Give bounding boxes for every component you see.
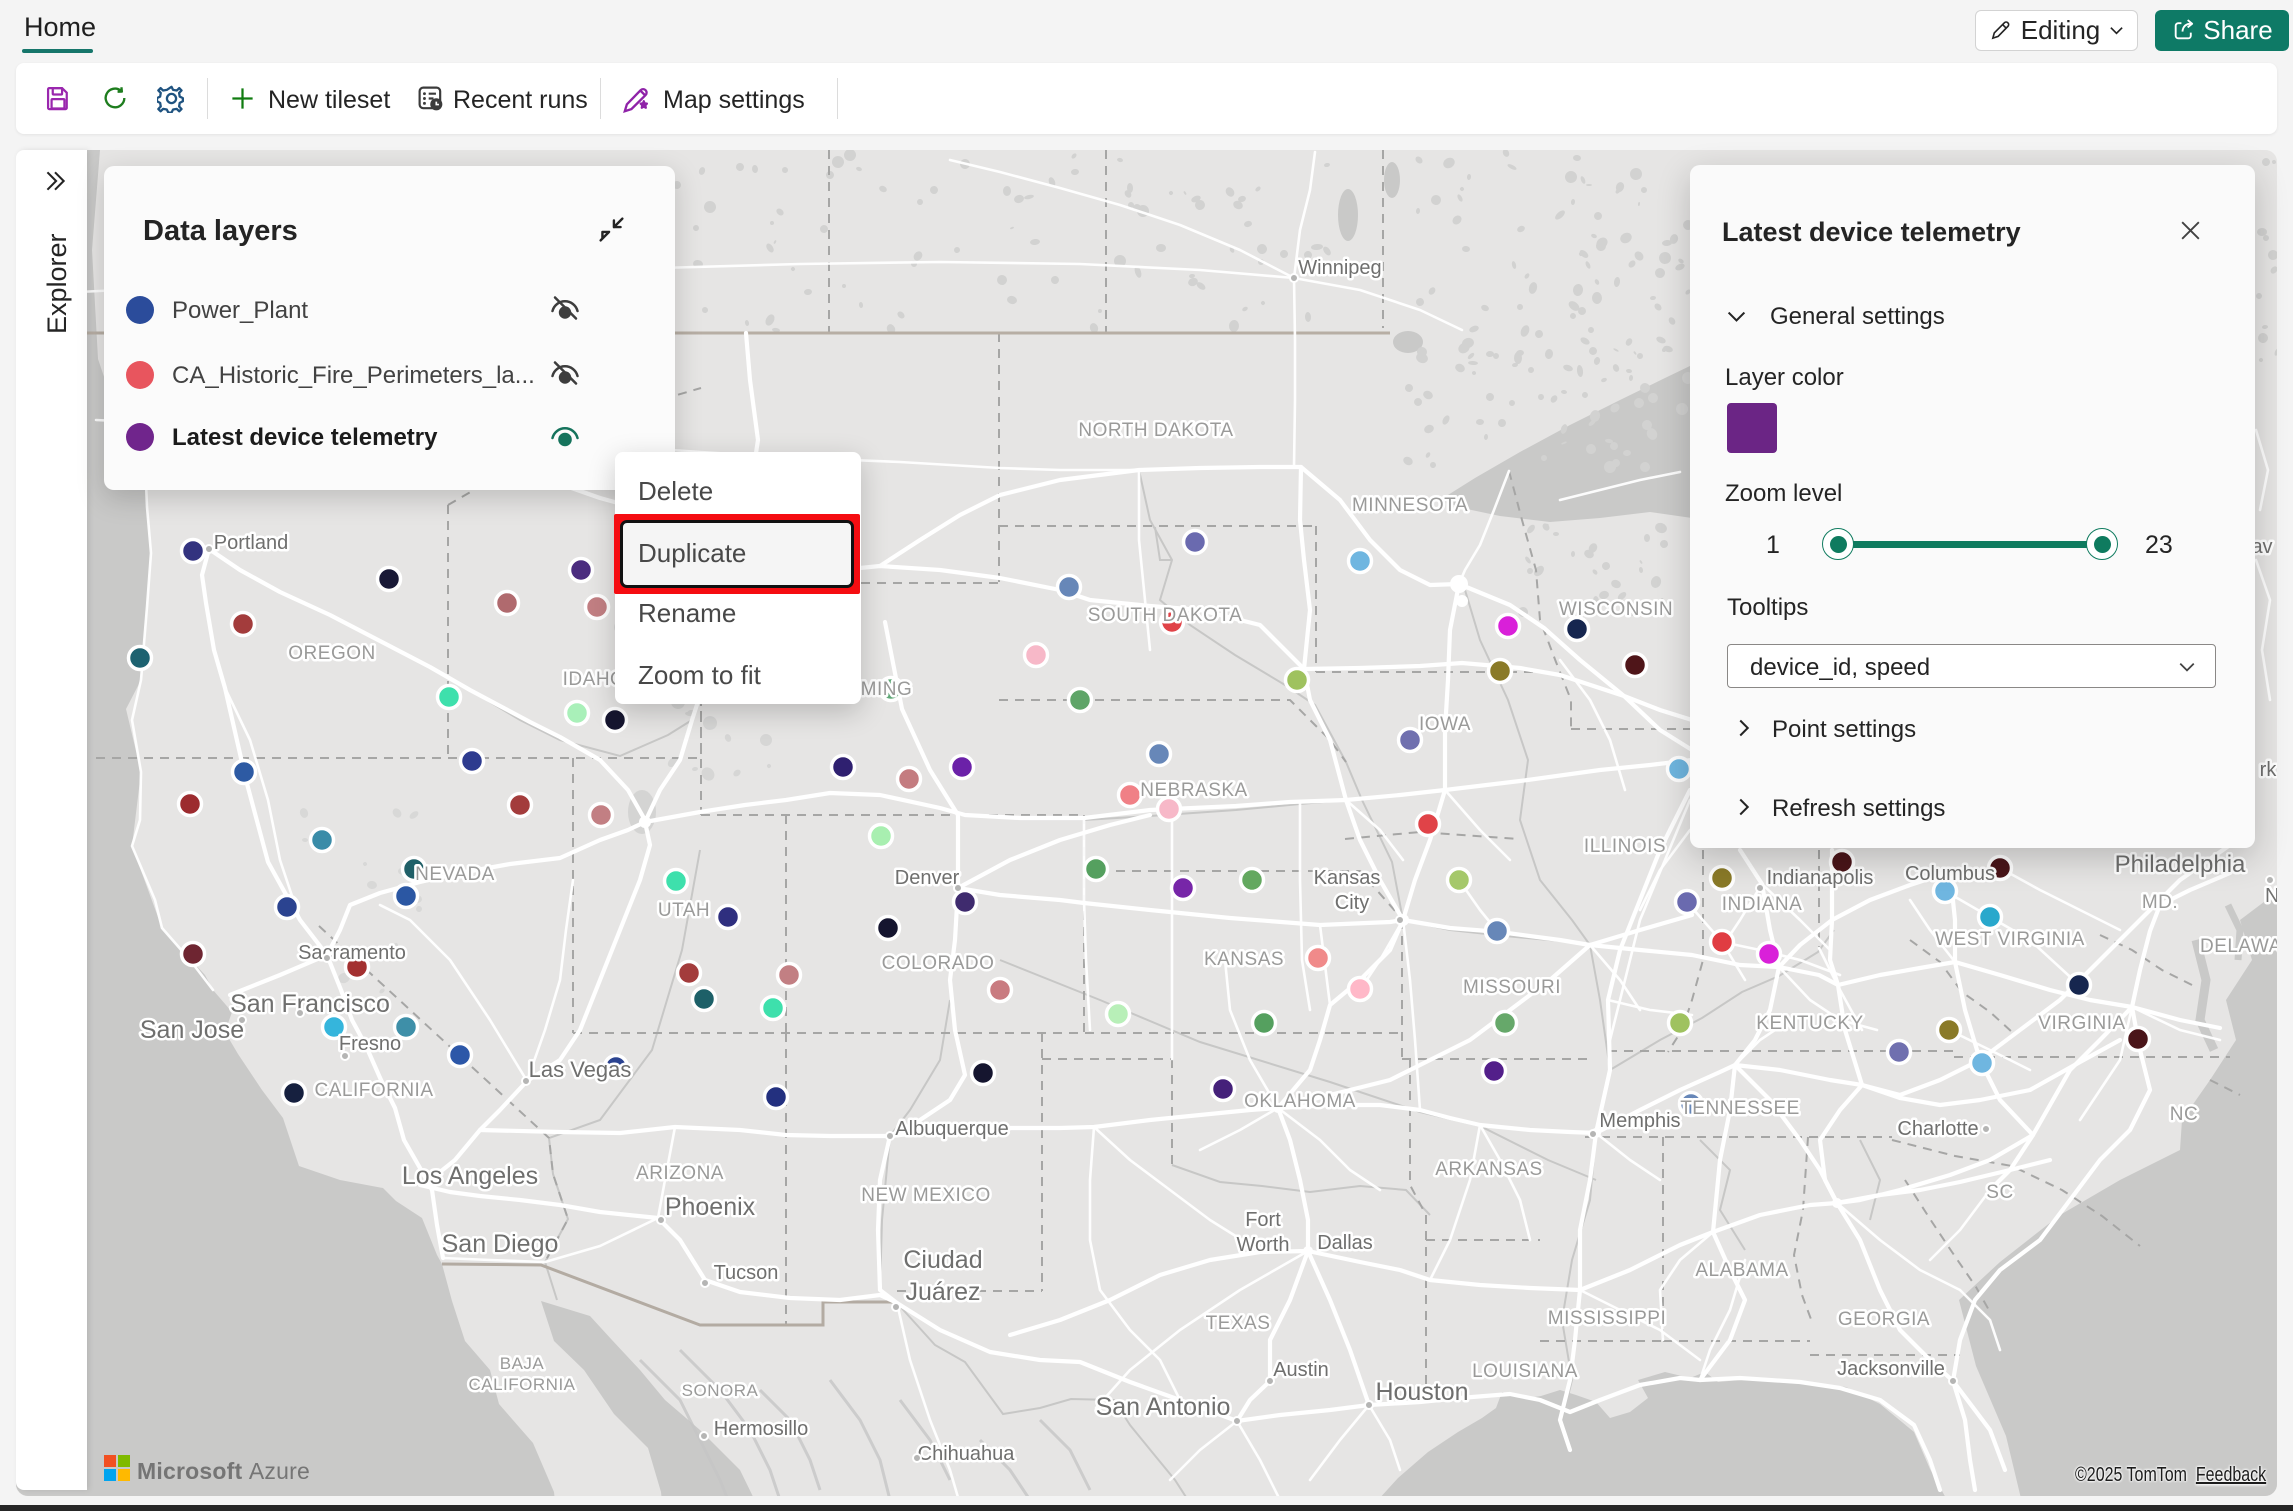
- svg-text:Winnipeg: Winnipeg: [1298, 257, 1381, 279]
- svg-text:Philadelphia: Philadelphia: [2115, 851, 2246, 878]
- svg-text:San Diego: San Diego: [442, 1230, 559, 1258]
- svg-text:NEVADA: NEVADA: [415, 864, 495, 885]
- svg-text:TEXAS: TEXAS: [1206, 1313, 1271, 1334]
- svg-text:ARIZONA: ARIZONA: [636, 1163, 724, 1184]
- svg-text:Las Vegas: Las Vegas: [529, 1057, 632, 1082]
- svg-text:Austin: Austin: [1273, 1359, 1329, 1381]
- svg-text:Houston: Houston: [1375, 1378, 1468, 1406]
- svg-text:San Jose: San Jose: [140, 1016, 244, 1044]
- svg-text:Denver: Denver: [895, 867, 960, 889]
- svg-text:Worth: Worth: [1237, 1234, 1290, 1256]
- svg-text:Indianapolis: Indianapolis: [1767, 867, 1874, 889]
- svg-text:Phoenix: Phoenix: [665, 1193, 756, 1221]
- svg-text:TENNESSEE: TENNESSEE: [1680, 1098, 1800, 1119]
- svg-text:INDIANA: INDIANA: [1722, 894, 1803, 915]
- svg-text:CALIFORNIA: CALIFORNIA: [468, 1375, 575, 1394]
- svg-text:IOWA: IOWA: [1419, 714, 1471, 735]
- svg-text:Charlotte: Charlotte: [1897, 1118, 1978, 1140]
- svg-text:DELAWAR: DELAWAR: [2200, 936, 2277, 957]
- svg-text:SOUTH DAKOTA: SOUTH DAKOTA: [1088, 605, 1243, 626]
- svg-text:Fresno: Fresno: [339, 1033, 401, 1055]
- svg-text:Memphis: Memphis: [1599, 1110, 1680, 1132]
- svg-text:NC: NC: [2170, 1104, 2198, 1125]
- svg-text:UTAH: UTAH: [658, 900, 710, 921]
- svg-text:Albuquerque: Albuquerque: [895, 1118, 1008, 1140]
- svg-text:OREGON: OREGON: [288, 643, 375, 664]
- svg-text:Tucson: Tucson: [714, 1262, 779, 1284]
- svg-text:Columbus: Columbus: [1905, 863, 1995, 885]
- svg-text:ARKANSAS: ARKANSAS: [1435, 1159, 1542, 1180]
- svg-text:BAJA: BAJA: [500, 1354, 545, 1373]
- svg-text:MINNESOTA: MINNESOTA: [1352, 495, 1468, 516]
- svg-text:ALABAMA: ALABAMA: [1695, 1260, 1788, 1281]
- svg-text:Juárez: Juárez: [905, 1278, 980, 1306]
- svg-text:COLORADO: COLORADO: [882, 953, 995, 974]
- svg-text:rk: rk: [2260, 759, 2277, 781]
- svg-text:Ciudad: Ciudad: [903, 1246, 982, 1274]
- svg-text:VIRGINIA: VIRGINIA: [2038, 1013, 2125, 1034]
- svg-text:WISCONSIN: WISCONSIN: [1559, 599, 1673, 620]
- svg-text:Sacramento: Sacramento: [298, 942, 406, 964]
- svg-text:SONORA: SONORA: [682, 1381, 759, 1400]
- svg-text:OKLAHOMA: OKLAHOMA: [1244, 1091, 1356, 1112]
- svg-text:CALIFORNIA: CALIFORNIA: [314, 1080, 433, 1101]
- svg-text:N.J: N.J: [2265, 885, 2277, 907]
- svg-text:Dallas: Dallas: [1317, 1232, 1373, 1254]
- svg-text:Chihuahua: Chihuahua: [918, 1443, 1016, 1465]
- svg-text:KENTUCKY: KENTUCKY: [1756, 1013, 1863, 1034]
- svg-text:ILLINOIS: ILLINOIS: [1584, 836, 1666, 857]
- svg-text:MISSISSIPPI: MISSISSIPPI: [1548, 1308, 1666, 1329]
- svg-text:MD.: MD.: [2142, 892, 2178, 913]
- svg-text:SC: SC: [1986, 1182, 2013, 1203]
- svg-text:MISSOURI: MISSOURI: [1463, 977, 1561, 998]
- svg-text:Fort: Fort: [1245, 1209, 1281, 1231]
- svg-text:WEST VIRGINIA: WEST VIRGINIA: [1935, 929, 2085, 950]
- svg-text:GEORGIA: GEORGIA: [1838, 1309, 1930, 1330]
- svg-text:KANSAS: KANSAS: [1204, 949, 1284, 970]
- svg-text:NEBRASKA: NEBRASKA: [1140, 780, 1247, 801]
- svg-text:Portland: Portland: [214, 532, 289, 554]
- svg-text:Jacksonville: Jacksonville: [1837, 1358, 1945, 1380]
- svg-text:Kansas: Kansas: [1314, 867, 1381, 889]
- svg-text:NEW MEXICO: NEW MEXICO: [861, 1185, 991, 1206]
- svg-text:LOUISIANA: LOUISIANA: [1472, 1361, 1578, 1382]
- svg-text:NORTH DAKOTA: NORTH DAKOTA: [1078, 420, 1233, 441]
- svg-text:San Antonio: San Antonio: [1096, 1393, 1231, 1421]
- svg-text:City: City: [1335, 892, 1369, 914]
- svg-text:Los Angeles: Los Angeles: [402, 1162, 538, 1190]
- svg-text:San Francisco: San Francisco: [230, 990, 390, 1018]
- svg-text:Hermosillo: Hermosillo: [714, 1418, 808, 1440]
